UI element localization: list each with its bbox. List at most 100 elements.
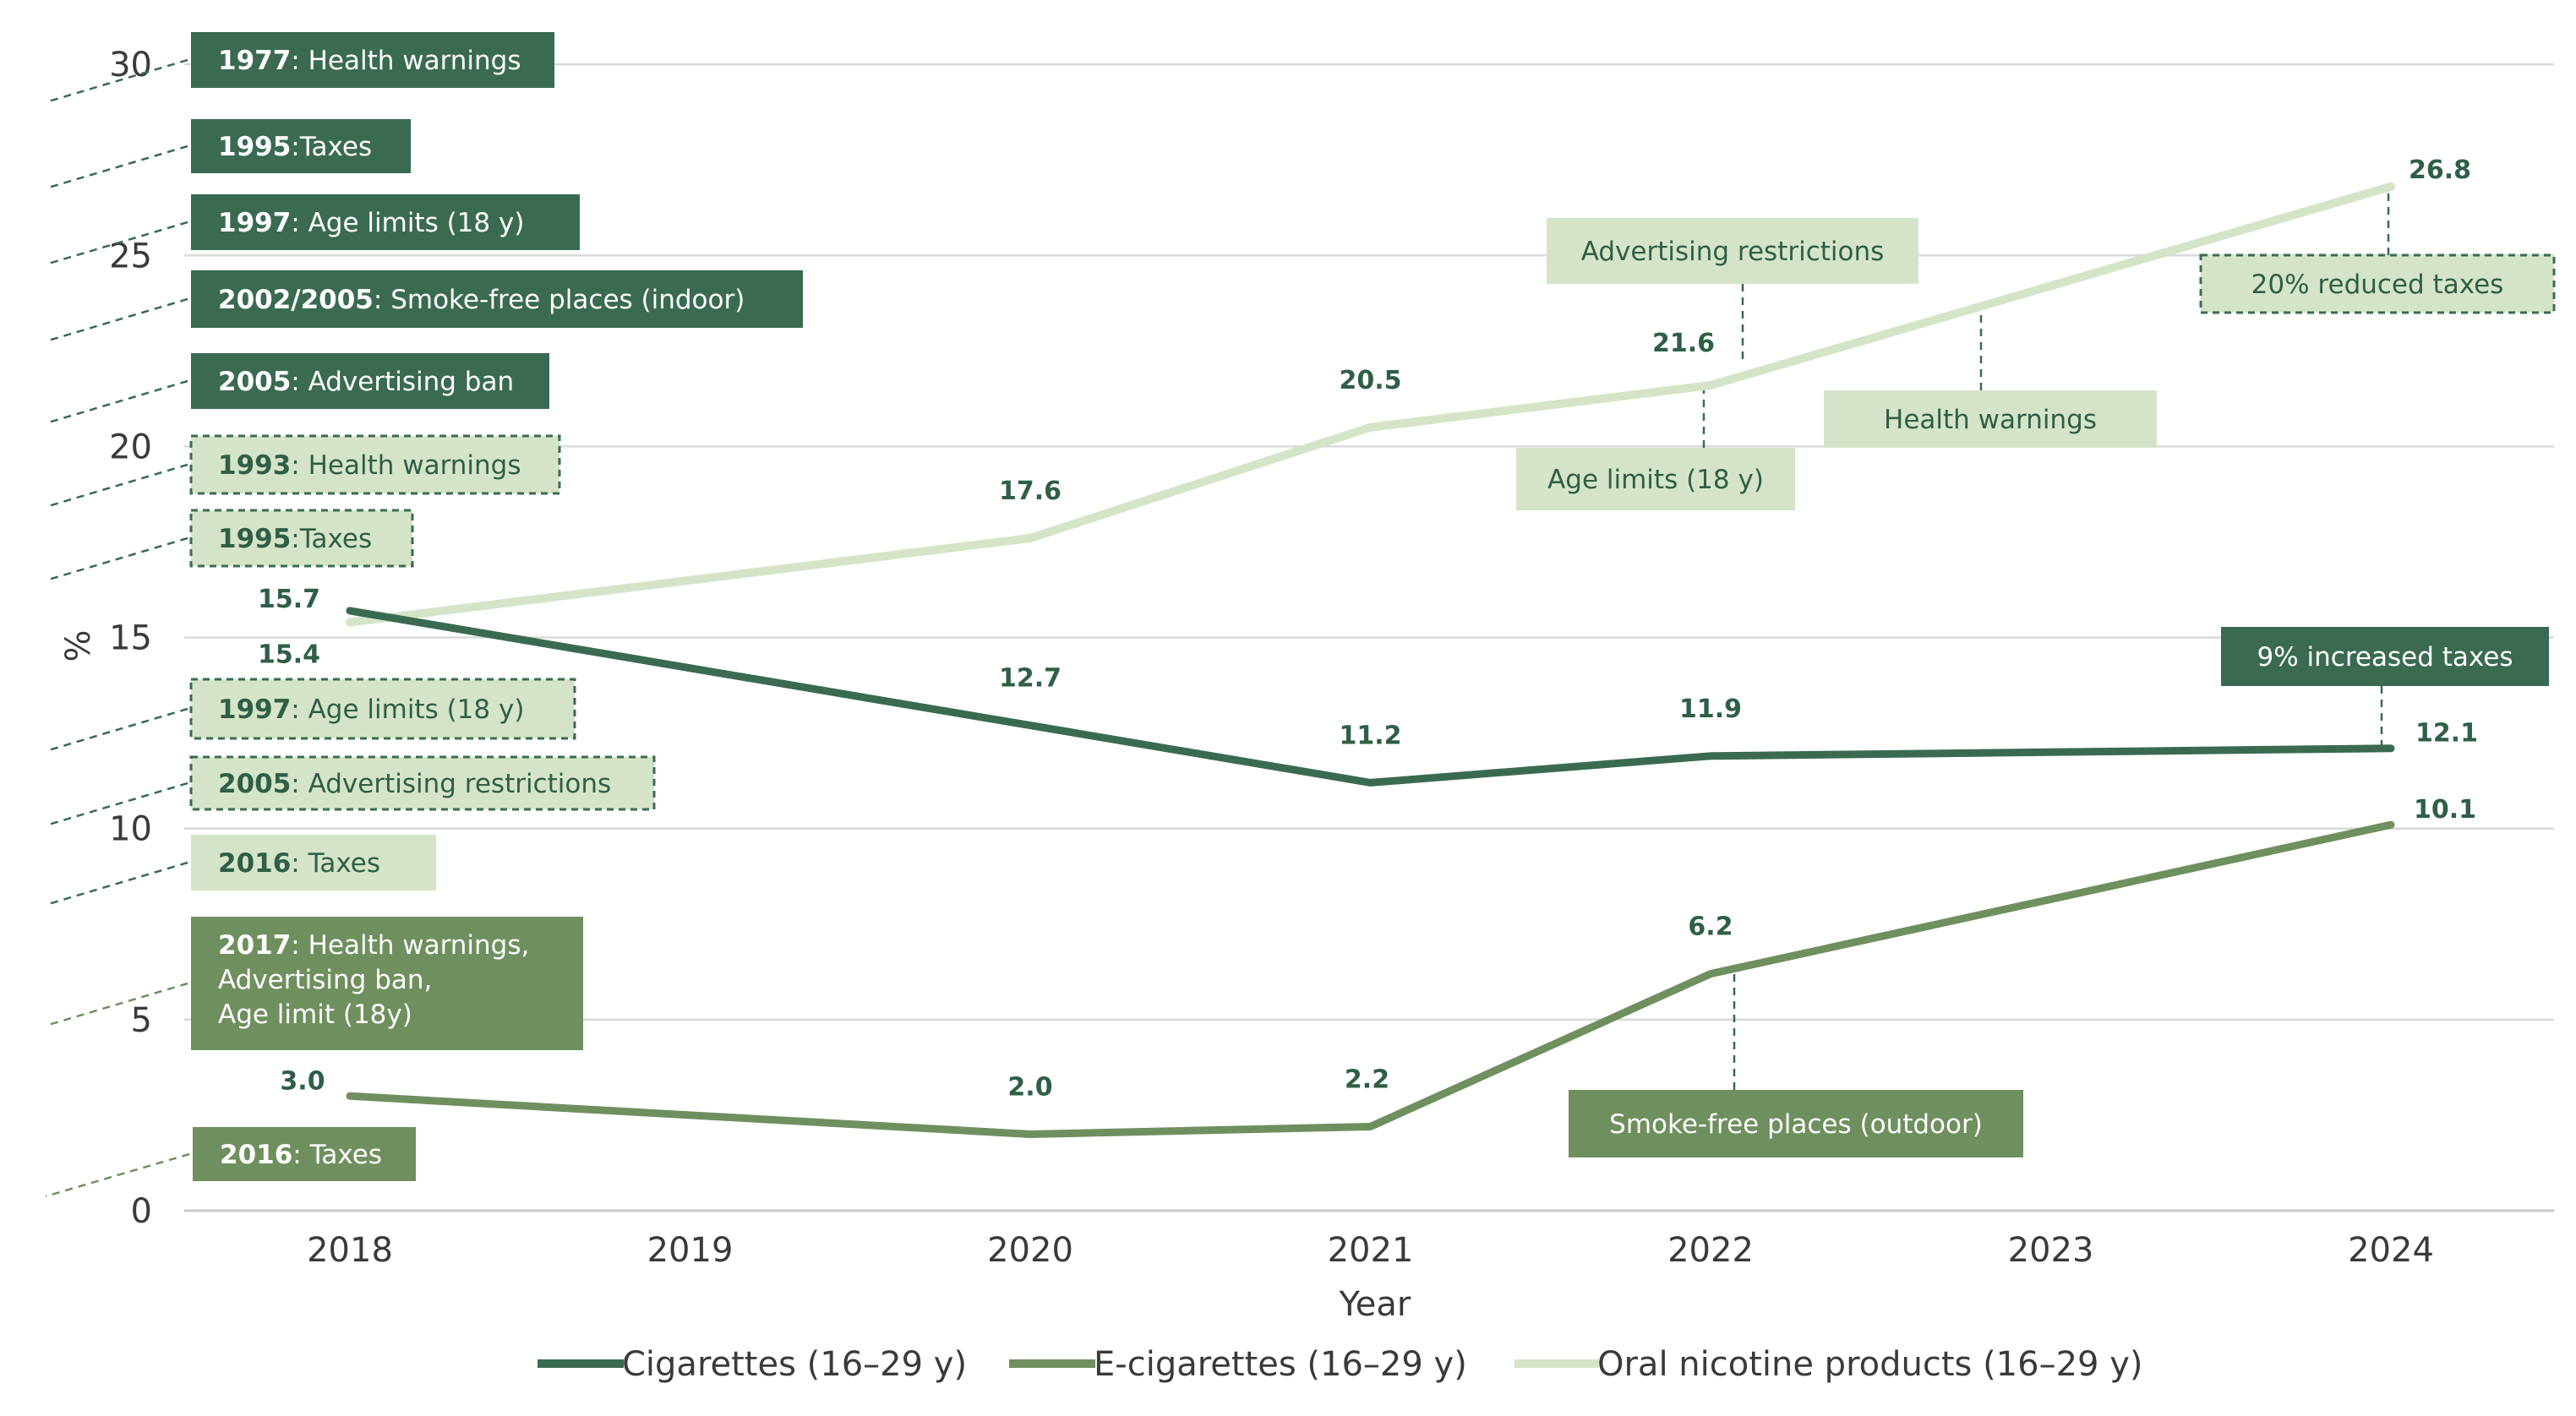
annotation-leader-line xyxy=(45,379,188,425)
series-line-ecigarettes xyxy=(346,820,2395,1138)
x-tick-label: 2019 xyxy=(647,1231,734,1270)
data-label: 11.2 xyxy=(1339,721,1401,750)
annotation-leader-line xyxy=(45,463,188,509)
annotation-box-bg xyxy=(1569,1090,2023,1157)
annotation-text: 2016: Taxes xyxy=(220,1140,382,1170)
data-label: 3.0 xyxy=(280,1066,325,1096)
annotation-label: Age limit (18y) xyxy=(218,999,412,1030)
annotation-text: 1977: Health warnings xyxy=(218,46,521,76)
data-labels: 15.7 12.7 11.2 11.9 12.1 3.0 2.0 2.2 6.2 10.1 15.4… xyxy=(258,155,2478,1103)
annotation-leader-line xyxy=(45,58,188,104)
annotation-label: Smoke-free places (outdoor) xyxy=(1609,1109,1983,1140)
legend-item-ecigarettes: E-cigarettes (16–29 y) xyxy=(1009,1345,1467,1384)
annotation-box-bg xyxy=(189,434,561,495)
annotation-box-bg xyxy=(2221,627,2549,686)
series-line-oral xyxy=(346,182,2395,627)
annotation-text: 1993: Health warnings xyxy=(218,450,521,481)
annotation-label: : Taxes xyxy=(291,848,380,879)
annotation-leader-line xyxy=(45,982,188,1027)
series-line-cigarettes xyxy=(346,607,2395,787)
left-annotation-box: 1997: Age limits (18 y) xyxy=(191,194,580,250)
annotation-label: : Health warnings, xyxy=(291,930,529,961)
left-annotation-box: 1995:Taxes xyxy=(191,119,411,173)
annotation-text: 2016: Taxes xyxy=(218,848,380,879)
left-annotation-box: 2005: Advertising restrictions xyxy=(189,755,656,811)
annotation-text: 1995:Taxes xyxy=(218,524,372,554)
y-tick-label: 30 xyxy=(109,46,152,84)
annotation-text: 1997: Age limits (18 y) xyxy=(218,208,524,238)
data-label: 15.4 xyxy=(258,640,320,669)
annotation-text: 2017: Health warnings, Advertising ban, Ag… xyxy=(218,930,529,1030)
annotation-label: : Taxes xyxy=(292,1140,382,1170)
annotation-year: 1995 xyxy=(218,524,291,554)
annotation-label: :Taxes xyxy=(291,132,372,162)
y-tick-label: 20 xyxy=(109,428,152,466)
annotation-label: : Advertising ban xyxy=(291,367,514,397)
left-annotation-box: 1993: Health warnings xyxy=(189,434,561,495)
x-tick-label: 2020 xyxy=(987,1231,1073,1270)
annotation-year: 1997 xyxy=(218,208,291,238)
annotation-year: 1997 xyxy=(218,694,291,725)
annotation-box-bg xyxy=(191,917,583,1050)
annotation-box-bg xyxy=(1547,218,1918,284)
data-label: 12.1 xyxy=(2415,719,2478,749)
annotation-text: 2002/2005: Smoke-free places (indoor) xyxy=(218,285,745,315)
annotation-label: 9% increased taxes xyxy=(2257,642,2513,673)
data-label: 2.0 xyxy=(1007,1073,1052,1103)
annotation-label: : Age limits (18 y) xyxy=(291,694,524,725)
annotation-label: : Advertising restrictions xyxy=(291,769,611,799)
data-label: 17.6 xyxy=(999,477,1062,506)
legend-label: E-cigarettes (16–29 y) xyxy=(1094,1345,1467,1384)
data-label: 11.9 xyxy=(1679,694,1742,724)
annotation-box-bg xyxy=(189,509,414,568)
x-tick-label: 2023 xyxy=(2008,1231,2094,1270)
data-label: 26.8 xyxy=(2409,155,2471,185)
annotation-text: 1995:Taxes xyxy=(218,132,372,162)
annotation-year: 2005 xyxy=(218,367,291,397)
legend-item-cigarettes: Cigarettes (16–29 y) xyxy=(538,1345,967,1384)
event-annotation-box: Advertising restrictions xyxy=(1547,218,1918,284)
data-label: 20.5 xyxy=(1339,366,1401,395)
annotation-leader-line xyxy=(45,297,188,343)
annotation-text: 1997: Age limits (18 y) xyxy=(218,694,524,725)
annotation-leader-line xyxy=(45,861,188,907)
annotation-box-bg xyxy=(2199,253,2556,314)
annotation-year: 2002/2005 xyxy=(218,285,374,315)
event-annotation-box: 20% reduced taxes xyxy=(2199,253,2556,314)
legend-label: Cigarettes (16–29 y) xyxy=(622,1345,967,1384)
annotation-leader-line xyxy=(45,536,188,582)
annotation-label: 20% reduced taxes xyxy=(2251,270,2504,300)
x-axis-title: Year xyxy=(1339,1285,1411,1324)
annotation-leader-lines xyxy=(45,58,2390,1198)
annotation-year: 1977 xyxy=(218,46,291,76)
annotation-box-bg xyxy=(193,1127,416,1181)
annotation-text: 2005: Advertising ban xyxy=(218,367,514,397)
event-annotation-box: Health warnings xyxy=(1824,390,2157,448)
left-annotation-box: 1995:Taxes xyxy=(189,509,414,568)
annotation-year: 2005 xyxy=(218,769,291,799)
x-tick-label: 2018 xyxy=(307,1231,393,1270)
legend-label: Oral nicotine products (16–29 y) xyxy=(1597,1345,2142,1384)
annotation-year: 2017 xyxy=(218,930,291,961)
legend-item-oral: Oral nicotine products (16–29 y) xyxy=(1514,1345,2142,1384)
event-annotation-box: 9% increased taxes xyxy=(2221,627,2549,686)
annotation-year: 2016 xyxy=(218,848,291,879)
legend: Cigarettes (16–29 y) E-cigarettes (16–29 … xyxy=(538,1345,2142,1384)
left-annotation-box: 2016: Taxes xyxy=(191,835,436,890)
left-annotation-box: 1977: Health warnings xyxy=(191,32,554,88)
series-lines xyxy=(346,182,2395,1138)
y-axis-title: % xyxy=(59,630,98,662)
annotation-box-bg xyxy=(191,32,554,88)
data-label: 15.7 xyxy=(258,585,320,614)
x-axis: 2018 2019 2020 2021 2022 2023 2024 Year xyxy=(307,1231,2434,1324)
x-tick-label: 2022 xyxy=(1667,1231,1754,1270)
x-tick-label: 2021 xyxy=(1328,1231,1414,1270)
data-label: 12.7 xyxy=(999,664,1062,694)
y-tick-label: 5 xyxy=(131,1001,152,1040)
annotation-box-bg xyxy=(191,835,436,890)
annotation-box-bg xyxy=(191,353,549,409)
annotation-leader-line xyxy=(45,707,188,753)
annotation-box-bg xyxy=(1516,448,1795,510)
